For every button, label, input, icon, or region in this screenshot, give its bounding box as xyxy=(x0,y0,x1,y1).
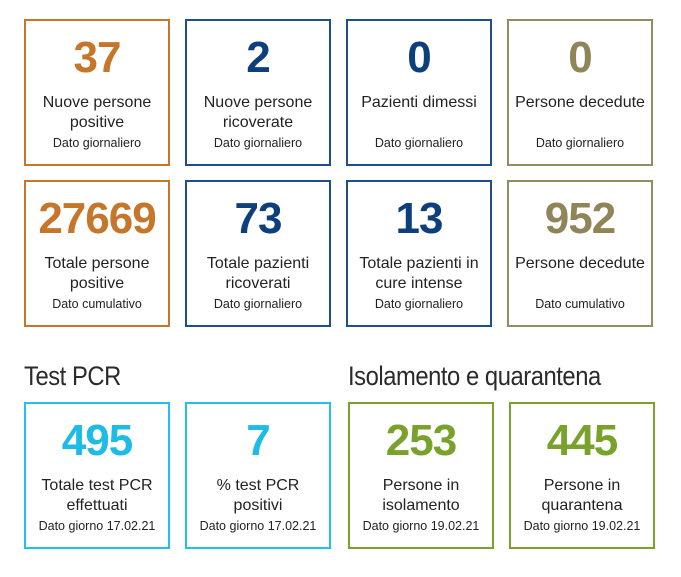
card-isolation: 253 Persone in isolamento Dato giorno 19… xyxy=(348,402,494,549)
stat-value: 0 xyxy=(407,33,431,82)
stat-value: 0 xyxy=(568,33,592,82)
stat-value: 37 xyxy=(73,33,122,82)
card-quarantine: 445 Persone in quarantena Dato giorno 19… xyxy=(509,402,655,549)
stat-sublabel: Dato giorno 17.02.21 xyxy=(38,519,156,533)
stat-sublabel: Dato giorno 19.02.21 xyxy=(523,519,641,533)
stat-label: Persone decedute xyxy=(515,255,645,272)
stat-value: 13 xyxy=(395,194,444,243)
stat-sublabel: Dato giorno 19.02.21 xyxy=(362,519,480,533)
stat-sublabel: Dato cumulativo xyxy=(535,297,625,311)
stat-label: Totale pazienti in cure intense xyxy=(359,255,479,292)
stat-sublabel: Dato giornaliero xyxy=(213,136,303,150)
stat-sublabel: Dato giornaliero xyxy=(374,297,464,311)
section-title-isolation: Isolamento e quarantena xyxy=(348,361,601,391)
stat-label: Nuove persone positive xyxy=(42,94,152,131)
stat-value: 27669 xyxy=(38,194,156,243)
stat-label: Pazienti dimessi xyxy=(361,94,477,111)
stat-label: Persone in isolamento xyxy=(382,477,460,514)
stat-sublabel: Dato giornaliero xyxy=(52,136,142,150)
card-intensive-care: 13 Totale pazienti in cure intense Dato … xyxy=(346,180,492,327)
stat-label: Totale pazienti ricoverati xyxy=(206,255,310,292)
stat-value: 7 xyxy=(246,416,270,465)
card-total-hospitalized: 73 Totale pazienti ricoverati Dato giorn… xyxy=(185,180,331,327)
card-deceased-daily: 0 Persone decedute Dato giornaliero xyxy=(507,19,653,166)
stat-label: Totale test PCR effettuati xyxy=(41,477,153,514)
card-new-hospitalized: 2 Nuove persone ricoverate Dato giornali… xyxy=(185,19,331,166)
stat-sublabel: Dato cumulativo xyxy=(52,297,142,311)
stat-label: % test PCR positivi xyxy=(216,477,300,514)
card-deceased-cumulative: 952 Persone decedute Dato cumulativo xyxy=(507,180,653,327)
card-pcr-positive-rate: 7 % test PCR positivi Dato giorno 17.02.… xyxy=(185,402,331,549)
stat-label: Persone decedute xyxy=(515,94,645,111)
stat-value: 952 xyxy=(544,194,616,243)
stat-label: Persone in quarantena xyxy=(541,477,623,514)
card-discharged: 0 Pazienti dimessi Dato giornaliero xyxy=(346,19,492,166)
stat-value: 2 xyxy=(246,33,270,82)
stat-sublabel: Dato giorno 17.02.21 xyxy=(199,519,317,533)
card-new-positives: 37 Nuove persone positive Dato giornalie… xyxy=(24,19,170,166)
stat-value: 253 xyxy=(385,416,457,465)
stat-sublabel: Dato giornaliero xyxy=(374,136,464,150)
stat-value: 73 xyxy=(234,194,283,243)
stat-sublabel: Dato giornaliero xyxy=(535,136,625,150)
stat-label: Totale persone positive xyxy=(44,255,150,292)
card-total-pcr-tests: 495 Totale test PCR effettuati Dato gior… xyxy=(24,402,170,549)
stat-value: 495 xyxy=(61,416,133,465)
card-total-positives: 27669 Totale persone positive Dato cumul… xyxy=(24,180,170,327)
stat-value: 445 xyxy=(546,416,618,465)
section-title-test-pcr: Test PCR xyxy=(24,361,121,391)
stat-sublabel: Dato giornaliero xyxy=(213,297,303,311)
stat-label: Nuove persone ricoverate xyxy=(203,94,313,131)
